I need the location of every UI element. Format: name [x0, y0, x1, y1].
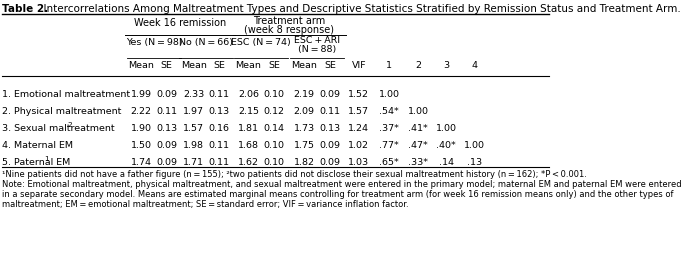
Text: 2.22: 2.22	[131, 107, 152, 116]
Text: 0.11: 0.11	[156, 107, 177, 116]
Text: 2.19: 2.19	[293, 90, 315, 99]
Text: 0.09: 0.09	[156, 90, 177, 99]
Text: 0.13: 0.13	[156, 124, 177, 133]
Text: 1.00: 1.00	[464, 141, 485, 150]
Text: 0.09: 0.09	[156, 141, 177, 150]
Text: ESC + ARI: ESC + ARI	[294, 36, 340, 45]
Text: 2. Physical maltreatment: 2. Physical maltreatment	[2, 107, 122, 116]
Text: 1.71: 1.71	[183, 158, 204, 167]
Text: .40*: .40*	[436, 141, 456, 150]
Text: VIF: VIF	[352, 61, 366, 70]
Text: .77*: .77*	[379, 141, 399, 150]
Text: .33*: .33*	[409, 158, 428, 167]
Text: 0.10: 0.10	[263, 141, 284, 150]
Text: 0.09: 0.09	[320, 90, 341, 99]
Text: 1: 1	[386, 61, 392, 70]
Text: 1.03: 1.03	[348, 158, 369, 167]
Text: 1.24: 1.24	[348, 124, 369, 133]
Text: 0.10: 0.10	[263, 90, 284, 99]
Text: Intercorrelations Among Maltreatment Types and Descriptive Statistics Stratified: Intercorrelations Among Maltreatment Typ…	[37, 4, 680, 14]
Text: SE: SE	[161, 61, 172, 70]
Text: 0.12: 0.12	[263, 107, 284, 116]
Text: .54*: .54*	[379, 107, 399, 116]
Text: 1.50: 1.50	[131, 141, 152, 150]
Text: 1.00: 1.00	[379, 90, 400, 99]
Text: Mean: Mean	[181, 61, 206, 70]
Text: 1.52: 1.52	[348, 90, 369, 99]
Text: Treatment arm: Treatment arm	[253, 16, 325, 26]
Text: 3. Sexual maltreatment: 3. Sexual maltreatment	[2, 124, 115, 133]
Text: in a separate secondary model. Means are estimated marginal means controlling fo: in a separate secondary model. Means are…	[2, 190, 674, 199]
Text: Week 16 remission: Week 16 remission	[134, 18, 227, 28]
Text: 0.10: 0.10	[263, 158, 284, 167]
Text: 1.00: 1.00	[436, 124, 457, 133]
Text: 2.09: 2.09	[293, 107, 315, 116]
Text: 2: 2	[416, 61, 421, 70]
Text: 0.11: 0.11	[208, 90, 229, 99]
Text: 0.09: 0.09	[320, 158, 341, 167]
Text: 5. Paternal EM: 5. Paternal EM	[2, 158, 71, 167]
Text: SE: SE	[213, 61, 225, 70]
Text: 1. Emotional maltreatment: 1. Emotional maltreatment	[2, 90, 131, 99]
Text: .65*: .65*	[379, 158, 399, 167]
Text: 0.09: 0.09	[156, 158, 177, 167]
Text: 1.99: 1.99	[131, 90, 152, 99]
Text: 1.90: 1.90	[131, 124, 152, 133]
Text: 1.74: 1.74	[131, 158, 152, 167]
Text: 1.82: 1.82	[293, 158, 315, 167]
Text: Yes (N = 98): Yes (N = 98)	[126, 38, 182, 47]
Text: 1.75: 1.75	[293, 141, 315, 150]
Text: ESC (N = 74): ESC (N = 74)	[231, 38, 291, 47]
Text: 1.62: 1.62	[238, 158, 259, 167]
Text: 1.68: 1.68	[238, 141, 259, 150]
Text: 0.11: 0.11	[320, 107, 341, 116]
Text: Mean: Mean	[291, 61, 317, 70]
Text: .41*: .41*	[409, 124, 428, 133]
Text: maltreatment; EM = emotional maltreatment; SE = standard error; VIF = variance i: maltreatment; EM = emotional maltreatmen…	[2, 200, 409, 209]
Text: .14: .14	[439, 158, 454, 167]
Text: 1.02: 1.02	[348, 141, 369, 150]
Text: Mean: Mean	[236, 61, 261, 70]
Text: ¹Nine patients did not have a father figure (n = 155); ²two patients did not dis: ¹Nine patients did not have a father fig…	[2, 170, 587, 179]
Text: Mean: Mean	[129, 61, 154, 70]
Text: SE: SE	[268, 61, 280, 70]
Text: .13: .13	[467, 158, 482, 167]
Text: 1.81: 1.81	[238, 124, 259, 133]
Text: 2.33: 2.33	[183, 90, 204, 99]
Text: 2.06: 2.06	[238, 90, 259, 99]
Text: 4. Maternal EM: 4. Maternal EM	[2, 141, 74, 150]
Text: 0.11: 0.11	[208, 158, 229, 167]
Text: 1.00: 1.00	[408, 107, 429, 116]
Text: 1.57: 1.57	[183, 124, 204, 133]
Text: .47*: .47*	[409, 141, 428, 150]
Text: 0.16: 0.16	[208, 124, 229, 133]
Text: 3: 3	[443, 61, 449, 70]
Text: 0.11: 0.11	[208, 141, 229, 150]
Text: 0.14: 0.14	[263, 124, 284, 133]
Text: SE: SE	[325, 61, 336, 70]
Text: 4: 4	[472, 61, 477, 70]
Text: (N = 88): (N = 88)	[297, 45, 336, 54]
Text: 1: 1	[44, 156, 49, 162]
Text: Note: Emotional maltreatment, physical maltreatment, and sexual maltreatment wer: Note: Emotional maltreatment, physical m…	[2, 180, 682, 189]
Text: No (N = 66): No (N = 66)	[179, 38, 234, 47]
Text: 1.98: 1.98	[183, 141, 204, 150]
Text: 0.13: 0.13	[320, 124, 341, 133]
Text: (week 8 response): (week 8 response)	[244, 25, 334, 35]
Text: 1.97: 1.97	[183, 107, 204, 116]
Text: 1.57: 1.57	[348, 107, 369, 116]
Text: 2.15: 2.15	[238, 107, 259, 116]
Text: Table 2.: Table 2.	[2, 4, 49, 14]
Text: 2: 2	[67, 122, 72, 128]
Text: 1.73: 1.73	[293, 124, 315, 133]
Text: 0.13: 0.13	[208, 107, 229, 116]
Text: .37*: .37*	[379, 124, 399, 133]
Text: 0.09: 0.09	[320, 141, 341, 150]
